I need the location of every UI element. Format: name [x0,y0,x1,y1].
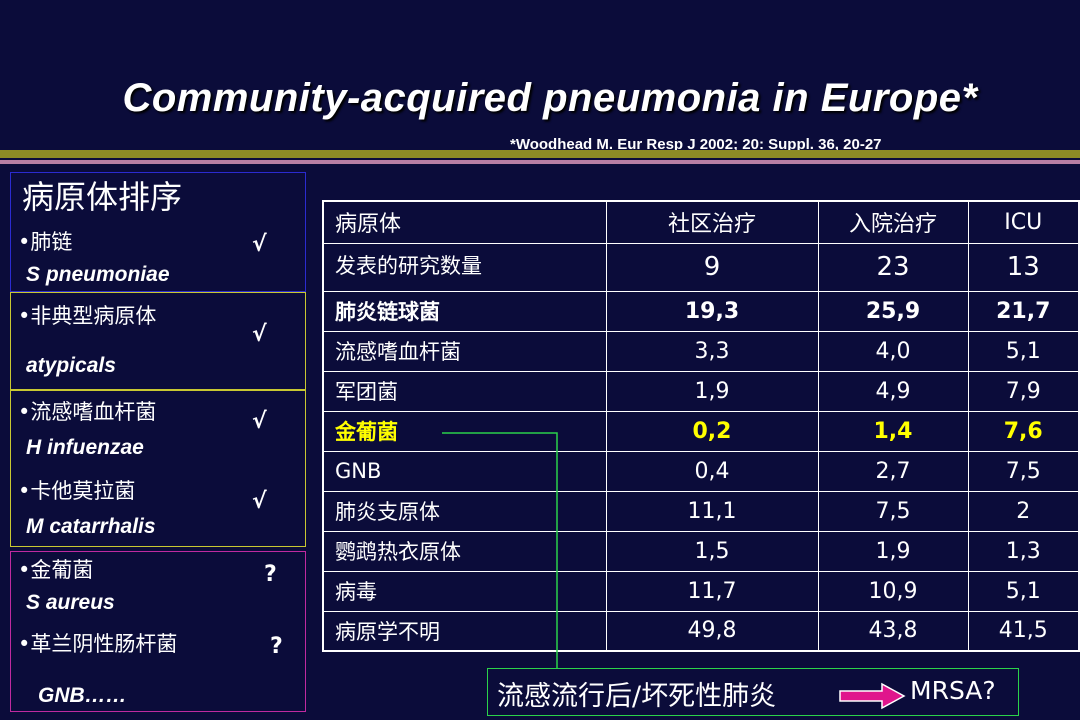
check-icon: √ [252,232,267,257]
header-cell: ICU [967,200,1080,244]
pathogen-en: H infuenzae [26,436,144,459]
pathogen-en: S aureus [26,591,115,614]
cell-hospital: 43,8 [817,610,969,652]
table-row: 军团菌 1,9 4,9 7,9 [322,370,1080,412]
question-icon: ? [270,634,283,659]
divider-olive [0,150,1080,158]
pathogen-cn: •卡他莫拉菌 [18,479,136,503]
cell-hospital: 23 [817,242,969,292]
cell-hospital: 4,0 [817,330,969,372]
header-cell: 病原体 [322,200,607,244]
divider-pink [0,160,1080,164]
pathogen-cn: •肺链 [18,230,73,254]
note-text: 流感流行后/坏死性肺炎 [497,681,777,712]
pathogen-box-pneumoniae [10,172,306,292]
citation: *Woodhead M. Eur Resp J 2002; 20: Suppl.… [510,136,882,153]
pathogen-cn: •流感嗜血杆菌 [18,400,157,424]
cell-hospital: 1,9 [817,530,969,572]
cell-hospital: 4,9 [817,370,969,412]
cell-hospital: 25,9 [817,290,969,332]
cell-community: 0,4 [605,450,819,492]
table-row: 鹦鹉热衣原体 1,5 1,9 1,3 [322,530,1080,572]
table-row: 病原学不明 49,8 43,8 41,5 [322,610,1080,652]
pathogen-en: GNB…… [38,684,127,707]
pathogen-en: M catarrhalis [26,515,156,538]
row-label: 病毒 [322,570,607,612]
row-label: 鹦鹉热衣原体 [322,530,607,572]
cell-icu: 21,7 [967,290,1080,332]
table-row: 病毒 11,7 10,9 5,1 [322,570,1080,612]
cell-icu: 7,5 [967,450,1080,492]
check-icon: √ [252,409,267,434]
row-label: 病原学不明 [322,610,607,652]
table-row: 肺炎链球菌 19,3 25,9 21,7 [322,290,1080,332]
pathogen-box-questionable [10,551,306,712]
pathogen-table: 病原体 社区治疗 入院治疗 ICU 发表的研究数量 9 23 13 肺炎链球菌 … [322,200,1080,652]
cell-icu: 41,5 [967,610,1080,652]
row-label: 金葡菌 [322,410,607,452]
row-label: 肺炎支原体 [322,490,607,532]
cell-icu: 5,1 [967,570,1080,612]
right-arrow-icon [839,682,906,710]
cell-community: 49,8 [605,610,819,652]
cell-community: 1,9 [605,370,819,412]
header-cell: 入院治疗 [817,200,969,244]
pathogen-cn: •革兰阴性肠杆菌 [18,632,178,656]
cell-icu: 13 [967,242,1080,292]
slide-title: Community-acquired pneumonia in Europe* [122,76,978,120]
table-header-row: 病原体 社区治疗 入院治疗 ICU [322,200,1080,244]
table-row: GNB 0,4 2,7 7,5 [322,450,1080,492]
pathogen-cn: •金葡菌 [18,558,94,582]
cell-community: 0,2 [605,410,819,452]
question-icon: ? [264,562,277,587]
cell-hospital: 10,9 [817,570,969,612]
cell-community: 19,3 [605,290,819,332]
cell-hospital: 7,5 [817,490,969,532]
table-row: 发表的研究数量 9 23 13 [322,242,1080,292]
note-mrsa: MRSA? [910,676,996,705]
row-label: 肺炎链球菌 [322,290,607,332]
cell-hospital: 2,7 [817,450,969,492]
row-label: 发表的研究数量 [322,242,607,292]
pathogen-cn: •非典型病原体 [18,304,157,328]
check-icon: √ [252,322,267,347]
check-icon: √ [252,489,267,514]
pathogen-box-h-m [10,390,306,547]
table-row-highlighted: 金葡菌 0,2 1,4 7,6 [322,410,1080,452]
pathogen-en: atypicals [26,354,116,377]
note-box [487,668,1019,716]
cell-icu: 5,1 [967,330,1080,372]
cell-icu: 7,6 [967,410,1080,452]
cell-icu: 7,9 [967,370,1080,412]
cell-icu: 1,3 [967,530,1080,572]
pathogen-box-atypicals [10,292,306,390]
cell-community: 11,1 [605,490,819,532]
pathogen-en: S pneumoniae [26,263,170,286]
row-label: 军团菌 [322,370,607,412]
panel-header: 病原体排序 [22,178,183,216]
